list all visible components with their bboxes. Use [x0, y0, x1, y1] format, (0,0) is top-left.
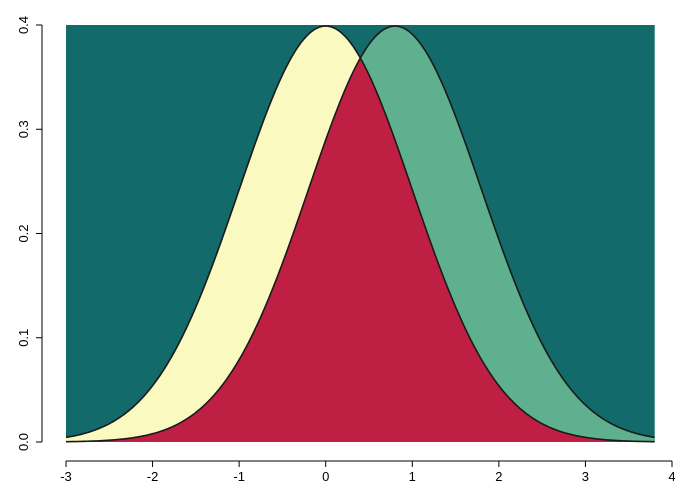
- x-tick-label: 4: [668, 469, 675, 484]
- y-tick-label: 0.0: [16, 433, 31, 451]
- y-tick-label: 0.4: [16, 16, 31, 34]
- y-tick-label: 0.3: [16, 120, 31, 138]
- x-tick-label: 1: [409, 469, 416, 484]
- x-tick-label: -3: [60, 469, 72, 484]
- x-axis: -3 -2 -1 0 1 2 3 4: [60, 460, 676, 484]
- plot-area: [65, 25, 655, 443]
- x-tick-label: 2: [495, 469, 502, 484]
- y-tick-label: 0.2: [16, 224, 31, 242]
- x-tick-label: -1: [233, 469, 245, 484]
- x-tick-label: 3: [582, 469, 589, 484]
- overlap-area: [66, 58, 655, 443]
- y-tick-label: 0.1: [16, 329, 31, 347]
- series-2-line: [65, 25, 655, 443]
- x-tick-label: 0: [322, 469, 329, 484]
- y-axis: 0.0 0.1 0.2 0.3 0.4: [16, 16, 43, 451]
- x-tick-label: -2: [147, 469, 159, 484]
